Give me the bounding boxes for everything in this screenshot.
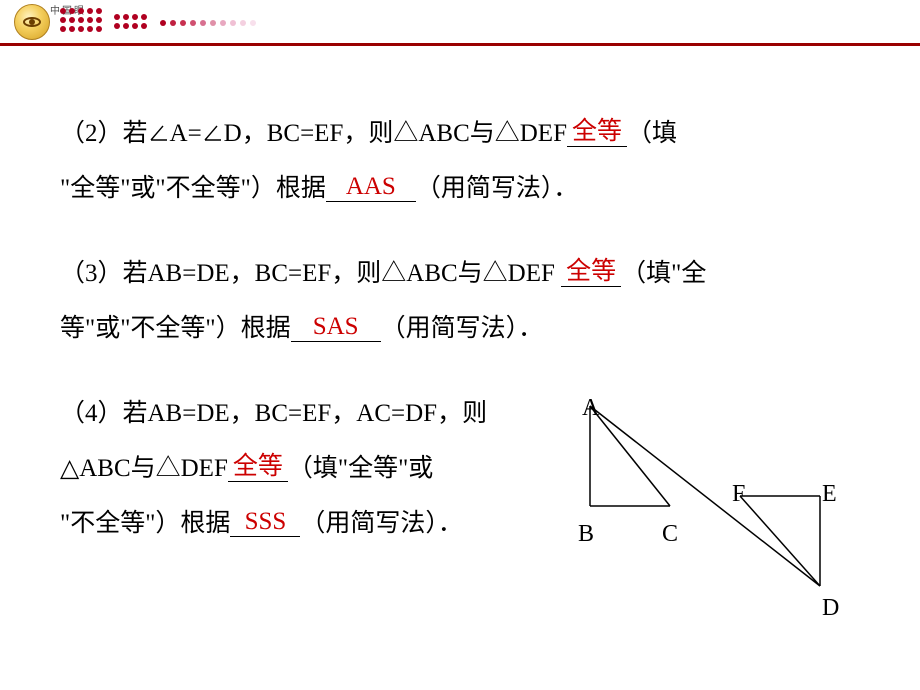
p2-prefix: （2）若 [60, 120, 148, 147]
p4-line2b: （填"全等"或 [288, 455, 433, 482]
p2-answer-1: 全等 [567, 118, 627, 147]
dots-mid-icon [114, 14, 154, 29]
p4-answer-1: 全等 [228, 453, 288, 482]
content-area: （2）若A=D，BC=EF，则△ABC与△DEF全等（填 "全等"或"不全等"）… [0, 46, 920, 606]
p3-answer-1: 全等 [561, 258, 621, 287]
problem-4: （4）若AB=DE，BC=EF，AC=DF，则 △ABC与△DEF全等（填"全等… [60, 386, 540, 551]
p2-line2a: "全等"或"不全等"）根据 [60, 175, 326, 202]
angle-icon [202, 108, 224, 163]
label-B: B [578, 508, 594, 561]
header-bar: 中国眼 [0, 0, 920, 46]
angle-icon [148, 108, 170, 163]
logo-eye-icon [23, 17, 41, 27]
p2-mid: （填 [627, 120, 677, 147]
problem-2: （2）若 A= D，BC=EF，则△ABC与△DEF全等（填 "全等"或"不全等"）… [60, 106, 860, 216]
p3-line2a: 等"或"不全等"）根据 [60, 315, 291, 342]
triangle-diagram: A B C F E D [560, 396, 860, 606]
p4-line2a: △ABC与△DEF [60, 455, 228, 482]
diagram-svg [560, 396, 860, 606]
p2-c2: D，BC=EF，则△ABC与△DEF [224, 120, 567, 147]
label-A: A [582, 382, 599, 435]
label-E: E [822, 468, 837, 521]
logo-icon [14, 4, 50, 40]
p4-line1: （4）若AB=DE，BC=EF，AC=DF，则 [60, 400, 487, 427]
p4-line3a: "不全等"）根据 [60, 510, 230, 537]
dots-right-icon [160, 20, 920, 26]
p2-tail: （用简写法）． [416, 175, 579, 202]
p3-tail: （用简写法）． [381, 315, 544, 342]
p4-tail: （用简写法）． [300, 510, 463, 537]
p3-answer-2: SAS [291, 313, 381, 342]
p2-c1: A= [170, 120, 202, 147]
p4-answer-2: SSS [230, 508, 300, 537]
label-F: F [732, 468, 745, 521]
p3-line1a: （3）若AB=DE，BC=EF，则△ABC与△DEF [60, 260, 555, 287]
label-C: C [662, 508, 678, 561]
p3-line1b: （填"全 [621, 260, 706, 287]
dots-left-icon [60, 8, 104, 32]
problem-4-row: （4）若AB=DE，BC=EF，AC=DF，则 △ABC与△DEF全等（填"全等… [60, 386, 860, 606]
label-D: D [822, 582, 839, 635]
p2-answer-2: AAS [326, 173, 416, 202]
problem-3: （3）若AB=DE，BC=EF，则△ABC与△DEF 全等（填"全 等"或"不全… [60, 246, 860, 356]
